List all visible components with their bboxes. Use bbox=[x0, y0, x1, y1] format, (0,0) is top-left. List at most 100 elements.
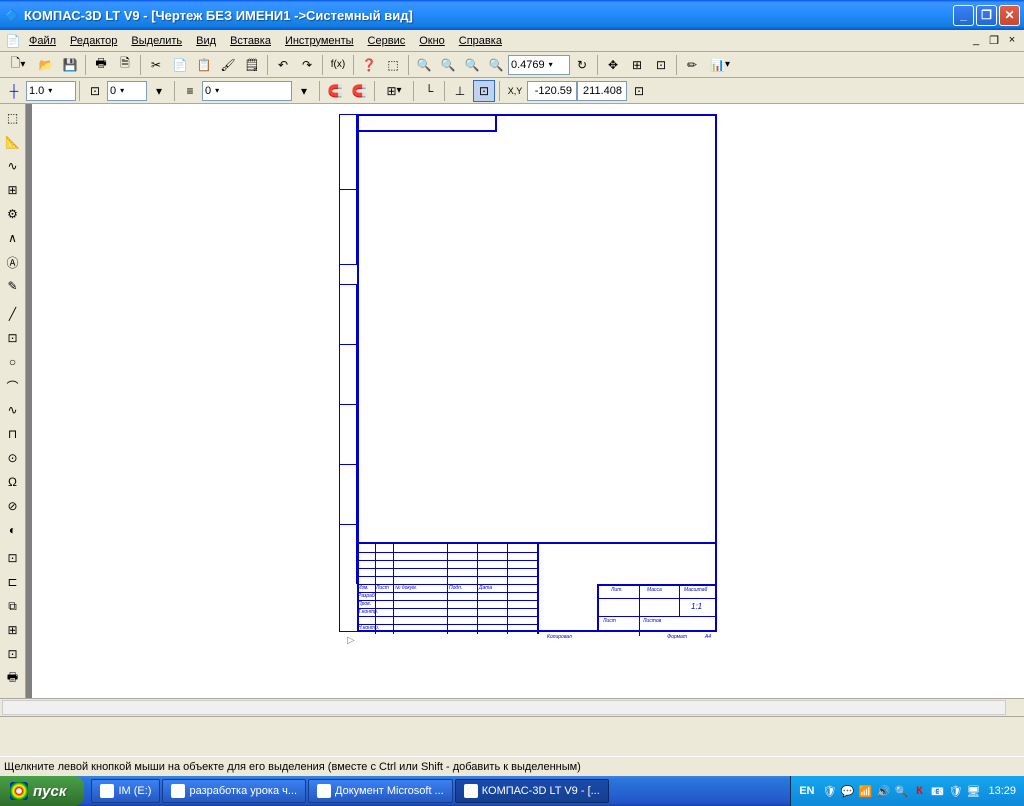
tool-point[interactable]: ⊙ bbox=[2, 447, 24, 469]
step-button[interactable]: ⊡ bbox=[84, 80, 106, 102]
zoom-window-button[interactable]: 🔍 bbox=[461, 54, 483, 76]
open-button[interactable]: 📂 bbox=[35, 54, 57, 76]
zoom-in-button[interactable]: 🔍 bbox=[413, 54, 435, 76]
undo-button[interactable]: ↶ bbox=[272, 54, 294, 76]
layer-dd[interactable]: ▾ bbox=[293, 80, 315, 102]
grid-button[interactable]: ⊞▾ bbox=[379, 80, 409, 102]
coord-extra[interactable]: ⊡ bbox=[628, 80, 650, 102]
task-doc1[interactable]: разработка урока ч... bbox=[162, 779, 306, 803]
zoom-out-button[interactable]: 🔍 bbox=[437, 54, 459, 76]
menu-select[interactable]: Выделить bbox=[124, 33, 189, 49]
maximize-button[interactable]: ❐ bbox=[976, 5, 997, 26]
tool-select[interactable]: ⬚ bbox=[2, 107, 24, 129]
close-button[interactable]: ✕ bbox=[999, 5, 1020, 26]
pan-button[interactable]: ✥ bbox=[602, 54, 624, 76]
tool-trim[interactable]: ⊘ bbox=[2, 495, 24, 517]
variables-button[interactable]: f(x) bbox=[327, 54, 349, 76]
menu-edit[interactable]: Редактор bbox=[63, 33, 124, 49]
tool-arc[interactable]: ⌒ bbox=[2, 375, 24, 397]
tool-edit[interactable]: ⚙ bbox=[2, 203, 24, 225]
minimize-button[interactable]: _ bbox=[953, 5, 974, 26]
menu-insert[interactable]: Вставка bbox=[223, 33, 278, 49]
print-button[interactable]: 🖶 bbox=[90, 54, 112, 76]
tool-line[interactable]: ╱ bbox=[2, 303, 24, 325]
step-dd[interactable]: ▾ bbox=[148, 80, 170, 102]
task-im[interactable]: IM (E:) bbox=[91, 779, 160, 803]
canvas-viewport[interactable]: Изм. Лист № докум. Подп. Дата Разраб. Пр… bbox=[26, 104, 1024, 698]
style-button[interactable]: ┼ bbox=[3, 80, 25, 102]
view1-button[interactable]: ⊞ bbox=[626, 54, 648, 76]
task-doc2[interactable]: Документ Microsoft ... bbox=[308, 779, 453, 803]
tray-icon[interactable]: 🖥 bbox=[965, 783, 981, 799]
task-kompas[interactable]: КОМПАС-3D LT V9 - [... bbox=[455, 779, 609, 803]
tool-a2[interactable]: ⊏ bbox=[2, 571, 24, 593]
tray-icon[interactable]: 🛡 bbox=[947, 783, 963, 799]
tray-icon[interactable]: 🛡 bbox=[821, 783, 837, 799]
param-button[interactable]: ⊡ bbox=[473, 80, 495, 102]
coord-x-input[interactable] bbox=[527, 81, 577, 101]
tool-spline[interactable]: ∿ bbox=[2, 399, 24, 421]
tool-param[interactable]: ∧ bbox=[2, 227, 24, 249]
menu-service[interactable]: Сервис bbox=[361, 33, 413, 49]
menu-file[interactable]: Файл bbox=[22, 33, 63, 49]
hscrollbar[interactable] bbox=[0, 698, 1024, 716]
layer-combo[interactable]: 0▾ bbox=[202, 81, 292, 101]
clock[interactable]: 13:29 bbox=[988, 785, 1016, 797]
copy-button[interactable]: 📄 bbox=[169, 54, 191, 76]
save-button[interactable]: 💾 bbox=[59, 54, 81, 76]
ortho-button[interactable]: └ bbox=[418, 80, 440, 102]
lcs-button[interactable]: ⊥ bbox=[449, 80, 471, 102]
tray-icon[interactable]: 🔊 bbox=[875, 783, 891, 799]
tool-a5[interactable]: ⊡ bbox=[2, 643, 24, 665]
measure-button[interactable]: ✏ bbox=[681, 54, 703, 76]
properties-button[interactable]: 🗒 bbox=[241, 54, 263, 76]
tool-measure[interactable]: Ⓐ bbox=[2, 251, 24, 273]
tool-a3[interactable]: ⧉ bbox=[2, 595, 24, 617]
tool-hatch[interactable]: ◐ bbox=[2, 519, 24, 541]
preview-button[interactable]: 🗎 bbox=[114, 54, 136, 76]
tool-geometry[interactable]: 📐 bbox=[2, 131, 24, 153]
coord-y-input[interactable] bbox=[577, 81, 627, 101]
layer-button[interactable]: ≡ bbox=[179, 80, 201, 102]
step-combo[interactable]: 0▾ bbox=[107, 81, 147, 101]
refresh-button[interactable]: ↻ bbox=[571, 54, 593, 76]
tray-icon[interactable]: К bbox=[911, 783, 927, 799]
tool-dimension[interactable]: ∿ bbox=[2, 155, 24, 177]
menu-tools[interactable]: Инструменты bbox=[278, 33, 361, 49]
redo-button[interactable]: ↷ bbox=[296, 54, 318, 76]
menu-help[interactable]: Справка bbox=[452, 33, 509, 49]
tray-icon[interactable]: 🔍 bbox=[893, 783, 909, 799]
zoom-fit-button[interactable]: 🔍 bbox=[485, 54, 507, 76]
menu-view[interactable]: Вид bbox=[189, 33, 223, 49]
tool-a6[interactable]: 🖶 bbox=[2, 667, 24, 689]
paste-button[interactable]: 📋 bbox=[193, 54, 215, 76]
start-button[interactable]: пуск bbox=[0, 776, 84, 806]
tool-rect[interactable]: ⊡ bbox=[2, 327, 24, 349]
tool-symbols[interactable]: ⊞ bbox=[2, 179, 24, 201]
format-button[interactable]: 🖌 bbox=[217, 54, 239, 76]
select-button[interactable]: ⬚ bbox=[382, 54, 404, 76]
tray-icon[interactable]: 💬 bbox=[839, 783, 855, 799]
tool-circle[interactable]: ○ bbox=[2, 351, 24, 373]
new-button[interactable]: 🗋▾ bbox=[3, 54, 33, 76]
cut-button[interactable]: ✂ bbox=[145, 54, 167, 76]
layers-button[interactable]: 📊▾ bbox=[705, 54, 735, 76]
tool-sketch[interactable]: ✎ bbox=[2, 275, 24, 297]
mdi-close[interactable]: × bbox=[1004, 34, 1020, 47]
zoom-combo[interactable]: 0.4769▾ bbox=[508, 55, 570, 75]
tray-icon[interactable]: 📶 bbox=[857, 783, 873, 799]
mdi-restore[interactable]: ❐ bbox=[986, 34, 1002, 47]
tool-a4[interactable]: ⊞ bbox=[2, 619, 24, 641]
lang-indicator[interactable]: EN bbox=[799, 785, 814, 797]
tray-icon[interactable]: 📧 bbox=[929, 783, 945, 799]
lineweight-combo[interactable]: 1.0▾ bbox=[26, 81, 76, 101]
tool-ellipse[interactable]: Ω bbox=[2, 471, 24, 493]
snap2-button[interactable]: 🧲 bbox=[348, 80, 370, 102]
tool-fillet[interactable]: ⊓ bbox=[2, 423, 24, 445]
view2-button[interactable]: ⊡ bbox=[650, 54, 672, 76]
tool-a1[interactable]: ⊡ bbox=[2, 547, 24, 569]
snap1-button[interactable]: 🧲 bbox=[324, 80, 346, 102]
help-cursor-button[interactable]: ❓ bbox=[358, 54, 380, 76]
menu-window[interactable]: Окно bbox=[412, 33, 452, 49]
mdi-min[interactable]: _ bbox=[968, 34, 984, 47]
